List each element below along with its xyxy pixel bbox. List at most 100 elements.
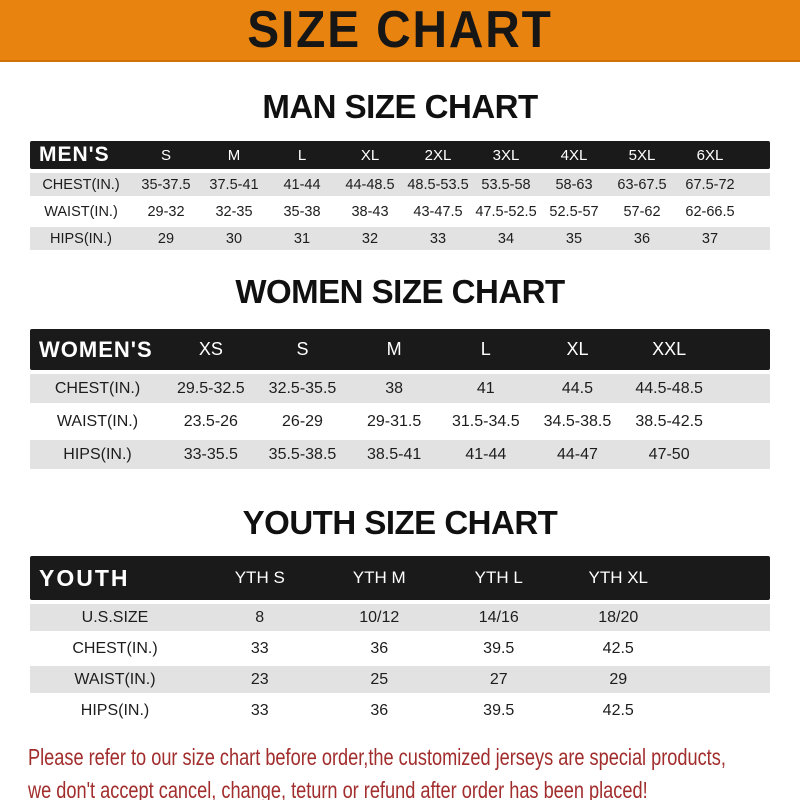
size-value: 34.5-38.5 bbox=[531, 407, 624, 436]
size-value: 41-44 bbox=[268, 173, 336, 196]
size-value: 53.5-58 bbox=[472, 173, 540, 196]
size-value: 31 bbox=[268, 227, 336, 250]
size-column-header: M bbox=[348, 329, 440, 370]
size-value: 39.5 bbox=[439, 635, 559, 662]
size-value: 37 bbox=[676, 227, 744, 250]
size-value: 42.5 bbox=[558, 697, 678, 724]
size-value: 41 bbox=[439, 374, 532, 403]
size-column-header: YTH M bbox=[319, 556, 439, 600]
blank-cell bbox=[678, 666, 770, 693]
man-section-heading: MAN SIZE CHART bbox=[262, 88, 538, 125]
size-column-header: 2XL bbox=[404, 141, 472, 169]
table-header-label: YOUTH bbox=[30, 556, 200, 600]
size-value: 35-37.5 bbox=[132, 173, 200, 196]
size-column-header: S bbox=[256, 329, 349, 370]
footer-line-1: Please refer to our size chart before or… bbox=[28, 744, 726, 770]
size-column-header: M bbox=[200, 141, 268, 169]
size-column-header: YTH L bbox=[439, 556, 559, 600]
size-value: 29 bbox=[132, 227, 200, 250]
size-value: 47.5-52.5 bbox=[472, 200, 540, 223]
table-row: WAIST(IN.) 23 25 27 29 bbox=[30, 666, 770, 693]
size-value: 41-44 bbox=[439, 440, 532, 469]
measurement-label: CHEST(IN.) bbox=[30, 173, 132, 196]
size-value: 35 bbox=[540, 227, 608, 250]
size-column-header: L bbox=[439, 329, 532, 370]
measurement-label: WAIST(IN.) bbox=[30, 666, 200, 693]
size-column-header: S bbox=[132, 141, 200, 169]
size-value: 29-32 bbox=[132, 200, 200, 223]
size-value: 35-38 bbox=[268, 200, 336, 223]
youth-size-table: YOUTH YTH S YTH M YTH L YTH XL U.S.SIZE 8 10/12… bbox=[30, 552, 770, 728]
size-value: 38-43 bbox=[336, 200, 404, 223]
size-value: 33 bbox=[404, 227, 472, 250]
blank-cell bbox=[715, 440, 770, 469]
size-value: 67.5-72 bbox=[676, 173, 744, 196]
blank-cell bbox=[744, 200, 770, 223]
women-size-table: WOMEN'S XS S M L XL XXL CHEST(IN.) 29.5-32.5 32.5… bbox=[30, 325, 770, 473]
men-size-table: MEN'S S M L XL 2XL 3XL 4XL 5XL 6XL CHEST(IN.) 35-37… bbox=[30, 137, 770, 254]
table-header-label: MEN'S bbox=[30, 141, 132, 169]
table-row: WAIST(IN.) 23.5-26 26-29 29-31.5 31.5-34.5 34… bbox=[30, 407, 770, 436]
size-value: 31.5-34.5 bbox=[439, 407, 532, 436]
size-value: 25 bbox=[319, 666, 439, 693]
table-row: HIPS(IN.) 29 30 31 32 33 34 35 36 37 bbox=[30, 227, 770, 250]
size-value: 39.5 bbox=[439, 697, 559, 724]
size-value: 29-31.5 bbox=[348, 407, 440, 436]
blank-header-cell bbox=[744, 141, 770, 169]
measurement-label: WAIST(IN.) bbox=[30, 200, 132, 223]
size-value: 42.5 bbox=[558, 635, 678, 662]
measurement-label: HIPS(IN.) bbox=[30, 697, 200, 724]
size-value: 43-47.5 bbox=[404, 200, 472, 223]
size-value: 44.5-48.5 bbox=[623, 374, 715, 403]
blank-cell bbox=[678, 697, 770, 724]
size-value: 44-47 bbox=[531, 440, 624, 469]
blank-cell bbox=[744, 227, 770, 250]
banner-title: SIZE CHART bbox=[247, 1, 553, 59]
table-header-label: WOMEN'S bbox=[30, 329, 165, 370]
size-value: 36 bbox=[319, 697, 439, 724]
measurement-label: HIPS(IN.) bbox=[30, 440, 165, 469]
size-value: 14/16 bbox=[439, 604, 559, 631]
blank-header-cell bbox=[715, 329, 770, 370]
size-value: 18/20 bbox=[558, 604, 678, 631]
footer-line-2: we don't accept cancel, change, teturn o… bbox=[28, 777, 648, 800]
size-value: 33 bbox=[200, 635, 320, 662]
size-value: 36 bbox=[319, 635, 439, 662]
blank-header-cell bbox=[678, 556, 770, 600]
size-value: 38 bbox=[348, 374, 440, 403]
size-value: 36 bbox=[608, 227, 676, 250]
size-value: 35.5-38.5 bbox=[256, 440, 349, 469]
table-header-row: WOMEN'S XS S M L XL XXL bbox=[30, 329, 770, 370]
size-value: 33 bbox=[200, 697, 320, 724]
size-column-header: XL bbox=[531, 329, 624, 370]
size-column-header: YTH XL bbox=[558, 556, 678, 600]
size-value: 30 bbox=[200, 227, 268, 250]
size-value: 44.5 bbox=[531, 374, 624, 403]
size-value: 26-29 bbox=[256, 407, 349, 436]
size-value: 29 bbox=[558, 666, 678, 693]
size-value: 23.5-26 bbox=[165, 407, 257, 436]
size-column-header: 4XL bbox=[540, 141, 608, 169]
size-value: 37.5-41 bbox=[200, 173, 268, 196]
table-row: CHEST(IN.) 33 36 39.5 42.5 bbox=[30, 635, 770, 662]
size-column-header: 3XL bbox=[472, 141, 540, 169]
table-header-row: MEN'S S M L XL 2XL 3XL 4XL 5XL 6XL bbox=[30, 141, 770, 169]
table-row: U.S.SIZE 8 10/12 14/16 18/20 bbox=[30, 604, 770, 631]
table-row: WAIST(IN.) 29-32 32-35 35-38 38-43 43-47.5 47.… bbox=[30, 200, 770, 223]
table-row: HIPS(IN.) 33-35.5 35.5-38.5 38.5-41 41-44 44-… bbox=[30, 440, 770, 469]
size-value: 38.5-42.5 bbox=[623, 407, 715, 436]
blank-cell bbox=[678, 635, 770, 662]
measurement-label: CHEST(IN.) bbox=[30, 635, 200, 662]
table-row: HIPS(IN.) 33 36 39.5 42.5 bbox=[30, 697, 770, 724]
women-section-heading: WOMEN SIZE CHART bbox=[235, 273, 565, 310]
youth-section-heading: YOUTH SIZE CHART bbox=[242, 504, 558, 541]
size-value: 27 bbox=[439, 666, 559, 693]
size-column-header: YTH S bbox=[200, 556, 320, 600]
table-row: CHEST(IN.) 35-37.5 37.5-41 41-44 44-48.5 48.5… bbox=[30, 173, 770, 196]
size-value: 29.5-32.5 bbox=[165, 374, 257, 403]
table-row: CHEST(IN.) 29.5-32.5 32.5-35.5 38 41 44.5 44.5… bbox=[30, 374, 770, 403]
measurement-label: CHEST(IN.) bbox=[30, 374, 165, 403]
size-value: 10/12 bbox=[319, 604, 439, 631]
size-value: 47-50 bbox=[623, 440, 715, 469]
size-value: 62-66.5 bbox=[676, 200, 744, 223]
